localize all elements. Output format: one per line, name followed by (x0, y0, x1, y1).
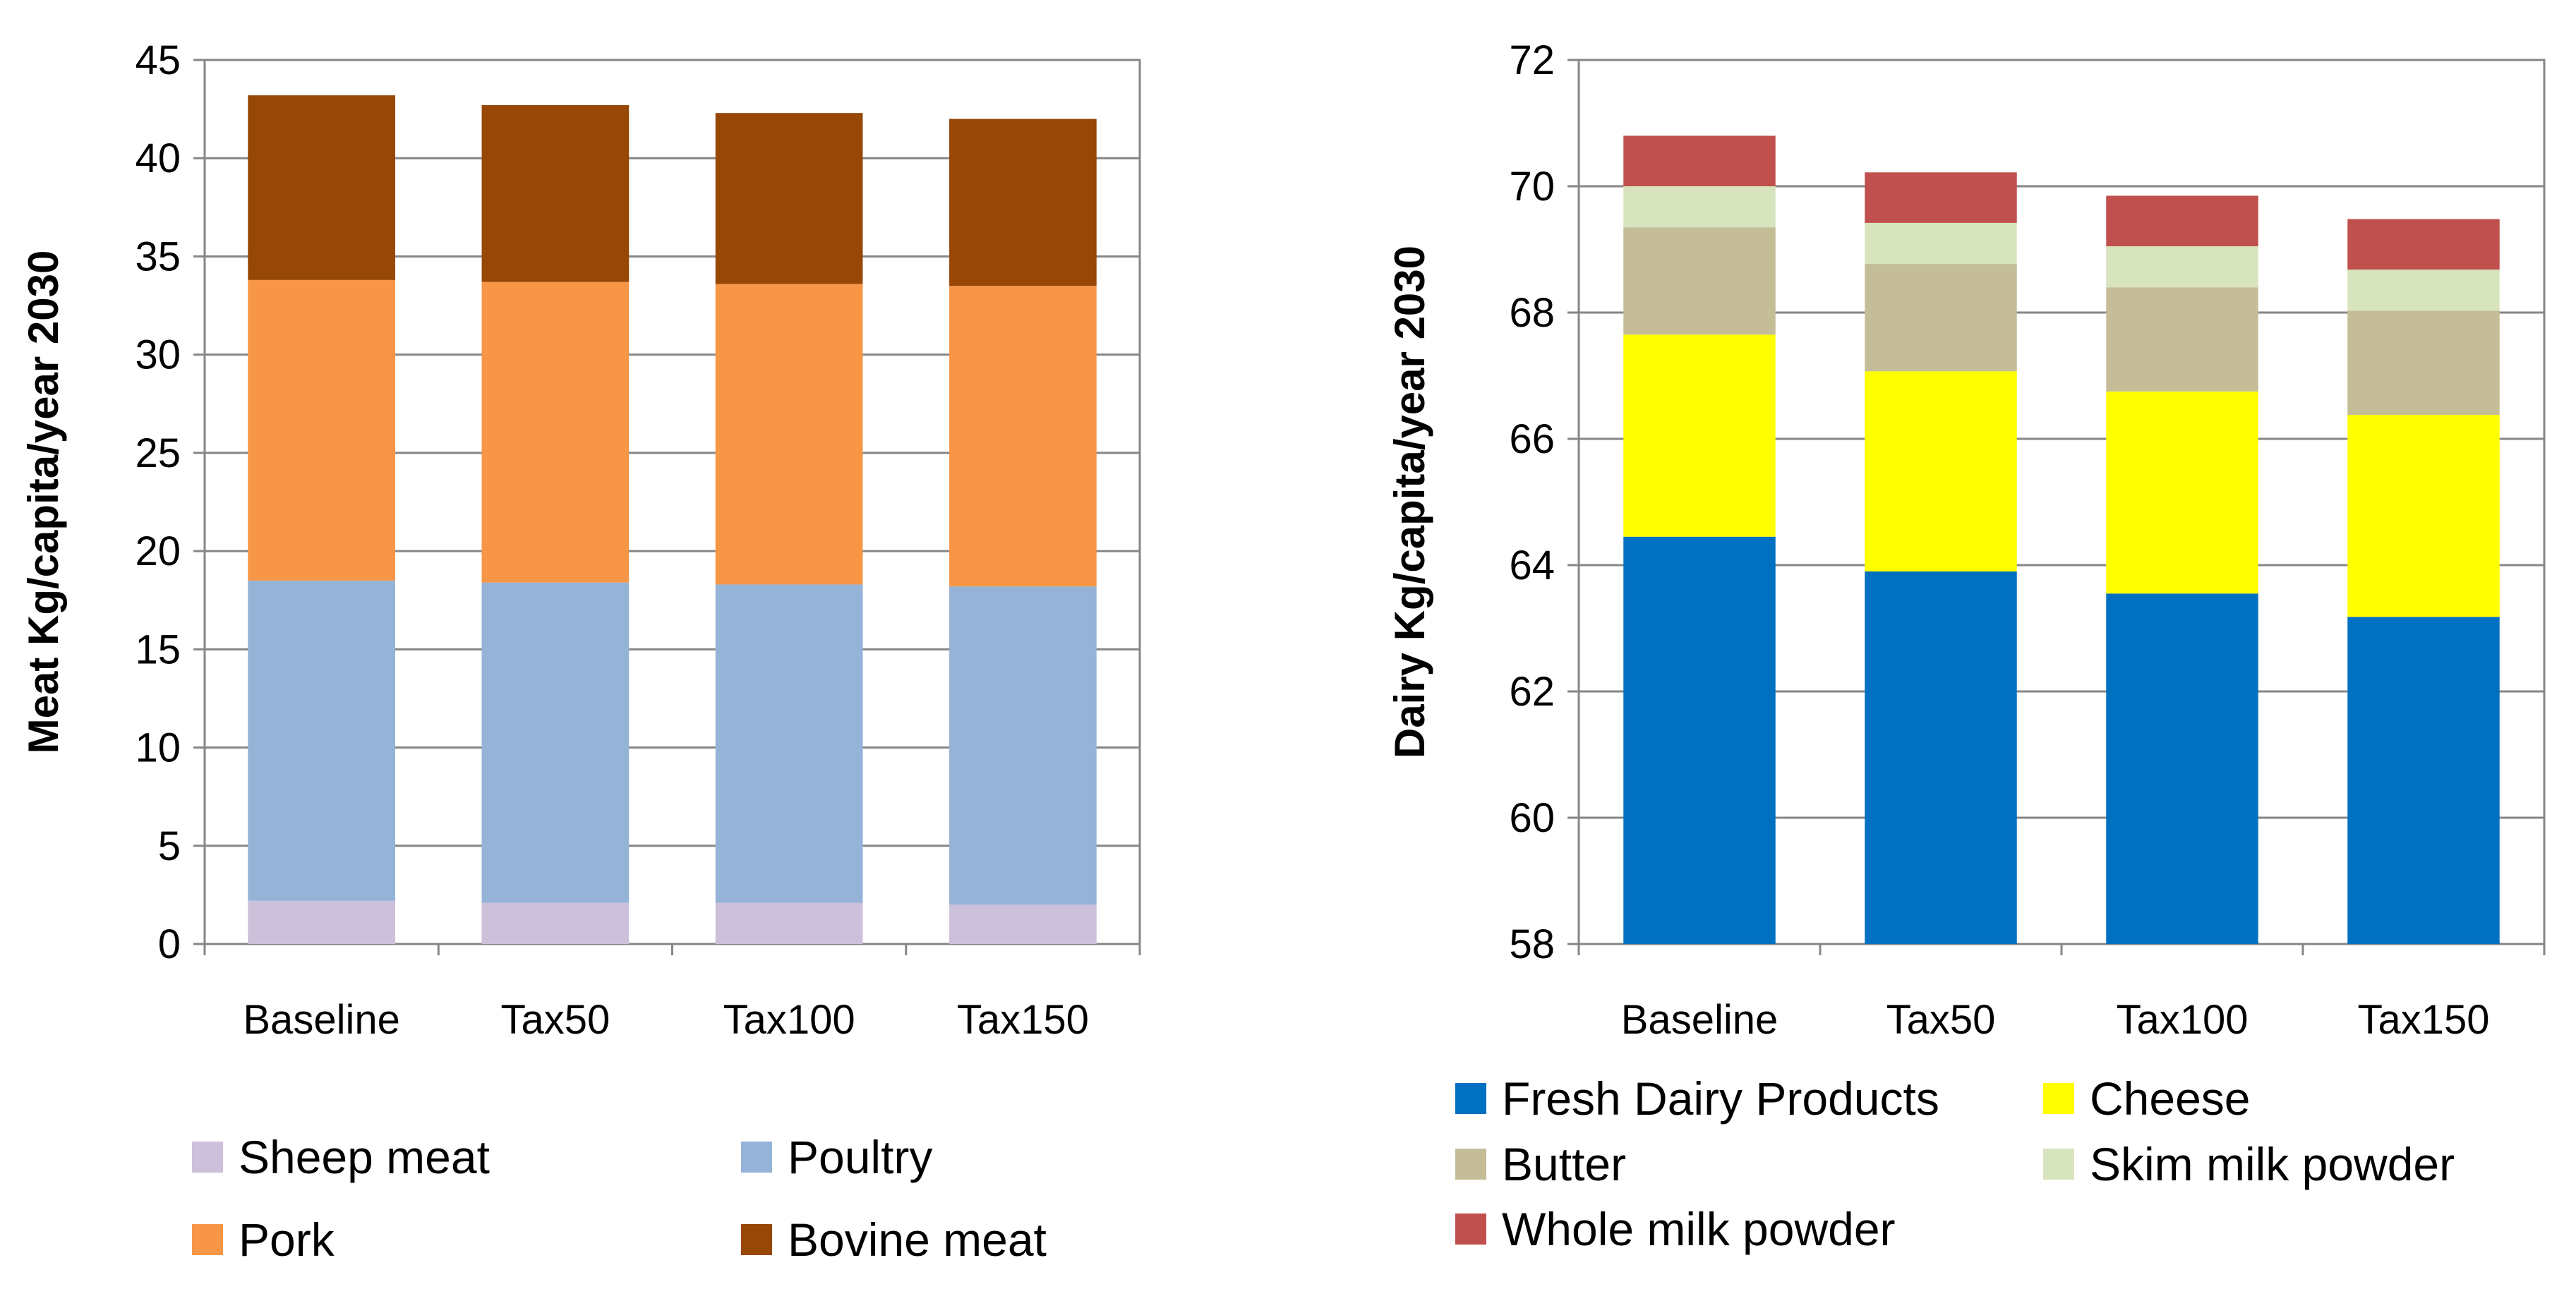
chart2-bar-butter-tax150 (2347, 310, 2500, 415)
chart2-bar-whole-milk-powder-baseline (1623, 135, 1776, 186)
chart2-x-tick-label: Baseline (1621, 997, 1778, 1043)
chart2-bar-skim-milk-powder-tax50 (1865, 222, 2017, 265)
legend-item-butter: Butter (1455, 1138, 1626, 1190)
chart2-x-tick-label: Tax50 (1886, 997, 1996, 1043)
legend-label: Cheese (2090, 1072, 2251, 1125)
chart2-bar-butter-tax50 (1865, 264, 2017, 372)
chart2-bar-skim-milk-powder-baseline (1623, 186, 1776, 228)
chart2-bar-cheese-tax150 (2347, 414, 2500, 617)
chart2-bar-butter-baseline (1623, 227, 1776, 335)
chart2-x-tick-label: Tax100 (2116, 997, 2248, 1043)
chart2-bar-whole-milk-powder-tax150 (2347, 219, 2500, 270)
chart2-bar-fresh-dairy-products-tax150 (2347, 617, 2500, 944)
chart1-bar-poultry-tax50 (481, 582, 630, 903)
legend-label: Skim milk powder (2090, 1138, 2455, 1190)
chart2-y-tick-label: 72 (1509, 37, 1555, 83)
legend-label: Sheep meat (239, 1131, 490, 1183)
chart1-y-tick-label: 10 (135, 725, 181, 771)
chart2-bar-fresh-dairy-products-tax100 (2106, 593, 2258, 944)
chart1-y-tick-label: 40 (135, 135, 181, 181)
chart1-bar-pork-tax150 (949, 286, 1097, 587)
chart1-x-tick-label: Tax50 (500, 997, 610, 1043)
chart2-bar-skim-milk-powder-tax150 (2347, 270, 2500, 311)
legend-swatch (741, 1142, 772, 1173)
legend-label: Whole milk powder (1502, 1203, 1896, 1255)
chart1-bar-sheep-meat-tax50 (481, 902, 630, 944)
chart2-bar-fresh-dairy-products-tax50 (1865, 571, 2017, 944)
chart2-bar-butter-tax100 (2106, 287, 2258, 392)
legend-item-pork: Pork (192, 1214, 335, 1266)
legend-item-whole-milk-powder: Whole milk powder (1455, 1203, 1896, 1255)
chart1-bar-bovine-meat-tax100 (715, 113, 863, 284)
chart1-y-axis-label: Meat Kg/capita/year 2030 (20, 250, 67, 754)
chart1-bar-poultry-tax150 (949, 586, 1097, 905)
chart2-y-tick-label: 62 (1509, 669, 1555, 715)
chart1-bar-sheep-meat-baseline (248, 900, 395, 944)
chart1-bar-poultry-tax100 (715, 584, 863, 903)
chart2-y-tick-label: 68 (1509, 290, 1555, 336)
legend-label: Poultry (788, 1131, 932, 1183)
legend-item-sheep-meat: Sheep meat (192, 1131, 490, 1183)
legend-item-skim-milk-powder: Skim milk powder (2043, 1138, 2455, 1190)
chart2-bar-whole-milk-powder-tax50 (1865, 172, 2017, 223)
chart1-bar-bovine-meat-tax150 (949, 119, 1097, 286)
chart1-x-tick-label: Tax100 (723, 997, 855, 1043)
chart2-bar-whole-milk-powder-tax100 (2106, 195, 2258, 247)
chart2-y-tick-label: 70 (1509, 164, 1555, 210)
chart1-bar-bovine-meat-tax50 (481, 105, 630, 282)
chart1-bar-sheep-meat-tax100 (715, 902, 863, 944)
chart1-legend: Sheep meat Poultry Pork Bovine meat (192, 1131, 1047, 1266)
chart1-bar-pork-tax50 (481, 282, 630, 583)
legend-item-poultry: Poultry (741, 1131, 932, 1183)
legend-swatch (1455, 1149, 1486, 1180)
legend-label: Bovine meat (788, 1214, 1047, 1266)
chart1-bar-pork-tax100 (715, 284, 863, 585)
legend-label: Butter (1502, 1138, 1626, 1190)
chart2-legend: Fresh Dairy Products Cheese Butter Skim mil… (1455, 1072, 2455, 1255)
chart1-y-tick-label: 15 (135, 627, 181, 672)
chart1-bar-poultry-baseline (248, 580, 395, 901)
chart2-y-axis-label: Dairy Kg/capita/year 2030 (1386, 246, 1433, 758)
legend-swatch (192, 1224, 223, 1255)
chart2-bar-cheese-tax50 (1865, 371, 2017, 571)
chart1-y-tick-label: 45 (135, 37, 181, 83)
legend-item-bovine-meat: Bovine meat (741, 1214, 1047, 1266)
chart2-bar-cheese-baseline (1623, 334, 1776, 537)
legend-label: Fresh Dairy Products (1502, 1072, 1939, 1125)
chart2-bar-skim-milk-powder-tax100 (2106, 246, 2258, 288)
chart1-y-tick-label: 0 (158, 921, 181, 967)
legend-swatch (1455, 1214, 1486, 1245)
chart1-y-tick-label: 35 (135, 234, 181, 279)
legend-label: Pork (239, 1214, 335, 1266)
legend-item-fresh-dairy-products: Fresh Dairy Products (1455, 1072, 1939, 1125)
chart1-x-tick-label: Tax150 (957, 997, 1089, 1043)
chart1-y-tick-label: 25 (135, 430, 181, 476)
legend-swatch (741, 1224, 772, 1255)
chart1-bar-pork-baseline (248, 279, 395, 581)
chart2-bar-fresh-dairy-products-baseline (1623, 536, 1776, 944)
chart2-y-tick-label: 60 (1509, 795, 1555, 841)
chart2-x-tick-label: Tax150 (2357, 997, 2489, 1043)
chart1-y-tick-label: 20 (135, 528, 181, 574)
legend-swatch (2043, 1083, 2074, 1114)
legend-item-cheese: Cheese (2043, 1072, 2251, 1125)
chart1-x-tick-label: Baseline (243, 997, 399, 1043)
chart2-y-tick-label: 66 (1509, 416, 1555, 462)
chart1-bar-bovine-meat-baseline (248, 95, 395, 280)
chart2-y-tick-label: 58 (1509, 921, 1555, 967)
legend-swatch (2043, 1149, 2074, 1180)
chart2-y-tick-label: 64 (1509, 543, 1555, 588)
legend-swatch (192, 1142, 223, 1173)
chart2: 58 60 62 64 66 68 70 72 Dairy Kg/capita/year 203… (1386, 37, 2546, 1255)
chart2-bar-cheese-tax100 (2106, 391, 2258, 594)
chart1-y-tick-label: 5 (158, 823, 181, 869)
chart1-bar-sheep-meat-tax150 (949, 904, 1097, 944)
chart1-y-tick-label: 30 (135, 332, 181, 378)
legend-swatch (1455, 1083, 1486, 1114)
chart1: 0 5 10 15 20 25 30 35 40 45 Meat Kg/capita/year 20… (20, 37, 1141, 1266)
